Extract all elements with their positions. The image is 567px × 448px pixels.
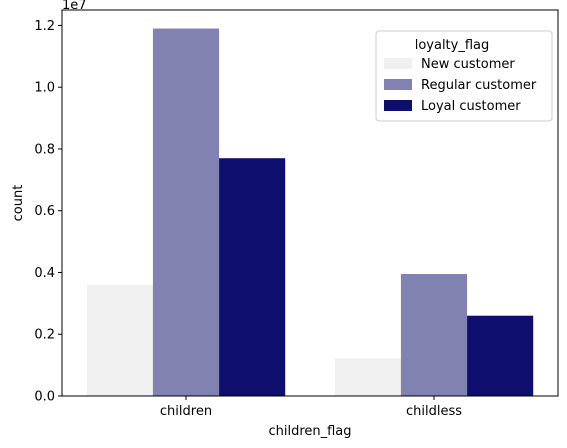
legend-label: Loyal customer: [421, 99, 521, 114]
bars-group: [86, 28, 534, 397]
y-tick-label: 0.4: [34, 266, 55, 281]
plot-frame: [61, 9, 559, 397]
legend-swatch: [384, 58, 412, 69]
bar-childless-loyal-customer: [467, 315, 534, 396]
y-tick-label: 0.6: [34, 204, 55, 219]
x-ticks: children childless: [160, 396, 462, 419]
y-tick-label: 1.2: [34, 19, 55, 34]
legend-swatch: [384, 79, 412, 90]
legend-box: [375, 30, 553, 122]
y-tick-label: 0.0: [34, 390, 55, 405]
y-offset-label: 1e7: [62, 0, 87, 13]
x-tick-label: children: [160, 404, 212, 419]
legend-items: New customer Regular customer Loyal custom…: [384, 57, 537, 114]
y-tick-label: 0.2: [34, 328, 55, 343]
bar-children-new-customer: [86, 284, 153, 396]
legend: loyalty_flag New customer Regular custome…: [375, 30, 553, 122]
x-tick-label: childless: [406, 404, 462, 419]
legend-label: Regular customer: [421, 78, 537, 93]
bar-children-regular-customer: [152, 28, 220, 397]
bar-children-loyal-customer: [219, 158, 286, 396]
y-axis-label: count: [11, 185, 26, 222]
legend-title: loyalty_flag: [415, 38, 490, 53]
y-tick-label: 0.8: [34, 142, 55, 157]
axes-group: [61, 9, 559, 397]
legend-label: New customer: [421, 57, 515, 72]
bar-childless-new-customer: [334, 358, 401, 396]
y-tick-label: 1.0: [34, 81, 55, 96]
x-axis-label: children_flag: [268, 424, 351, 439]
bar-childless-regular-customer: [400, 274, 468, 396]
legend-swatch: [384, 100, 412, 111]
y-ticks: 0.0 0.2 0.4 0.6 0.8 1.0 1.2: [34, 19, 62, 405]
